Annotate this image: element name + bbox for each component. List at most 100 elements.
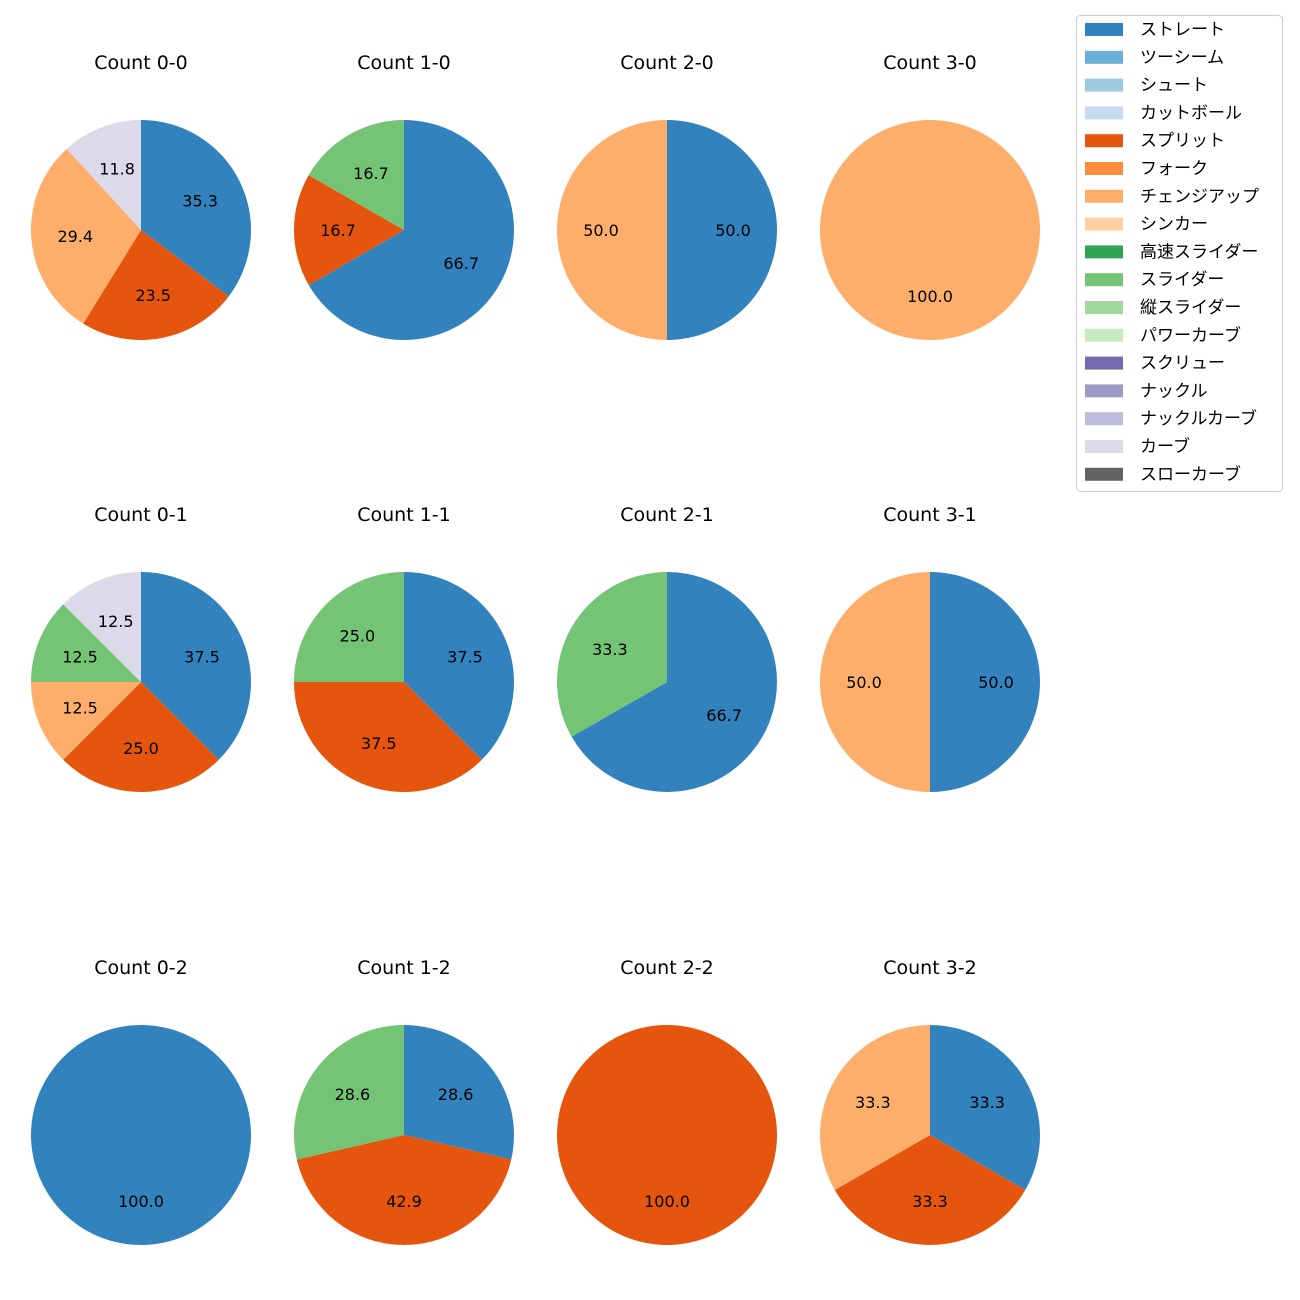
pie-percent-label: 16.7 [320, 221, 356, 240]
pie-percent-label: 33.3 [969, 1093, 1005, 1112]
legend-label: ツーシーム [1140, 48, 1224, 68]
pie-wedge [83, 230, 229, 341]
pie-percent-label: 100.0 [907, 287, 953, 306]
legend-label: シンカー [1140, 215, 1208, 235]
legend-item: 高速スライダー [1085, 242, 1258, 262]
legend-label: スライダー [1140, 270, 1224, 290]
legend-item: 縦スライダー [1085, 298, 1241, 318]
pie-percent-label: 12.5 [62, 648, 98, 667]
pie-percent-label: 50.0 [978, 673, 1014, 692]
pie-title: Count 2-2 [620, 957, 714, 979]
legend-swatch [1085, 23, 1123, 36]
legend-label: ストレート [1140, 20, 1225, 40]
pie-percent-label: 16.7 [353, 164, 389, 183]
pie-wedge [571, 572, 777, 792]
pie-count-3-0: Count 3-0 100.0 [820, 52, 1040, 340]
pie-wedge [30, 148, 141, 324]
pie-percent-label: 66.7 [443, 254, 479, 273]
pie-wedge [141, 572, 251, 760]
pie-percent-label: 28.6 [438, 1085, 474, 1104]
legend-swatch [1085, 106, 1123, 120]
legend-swatch [1085, 384, 1123, 398]
pie-wedge [930, 1025, 1040, 1190]
legend-label: スローカーブ [1140, 464, 1241, 485]
legend-swatch [1085, 273, 1123, 287]
pie-wedge [66, 120, 141, 230]
legend-label: カットボール [1140, 103, 1242, 123]
pie-wedge [404, 572, 514, 760]
legend-item: シュート [1085, 76, 1208, 96]
pie-percent-label: 37.5 [361, 734, 397, 753]
legend-frame [1076, 15, 1283, 492]
pie-count-0-1: Count 0-137.525.012.512.512.5 [31, 504, 251, 792]
pie-title: Count 1-2 [357, 957, 451, 979]
pie-percent-label: 100.0 [118, 1192, 164, 1211]
pie-percent-label: 28.6 [335, 1085, 371, 1104]
pie-wedge [557, 1025, 777, 1245]
pie-wedge [293, 175, 404, 286]
pie-title: Count 2-1 [620, 504, 714, 526]
pie-percent-label: 33.3 [855, 1093, 891, 1112]
legend-label: フォーク [1140, 159, 1208, 179]
pie-wedge [667, 120, 777, 340]
legend-swatch [1085, 328, 1123, 342]
pie-count-1-2: Count 1-2 28.6 42.9 28.6 [294, 957, 514, 1245]
legend-item: スクリュー [1085, 354, 1225, 374]
legend-item: スプリット [1085, 131, 1225, 151]
legend-item: ナックルカーブ [1085, 408, 1257, 429]
pie-count-3-2: Count 3-2 33.3 33.3 33.3 [820, 957, 1040, 1245]
pie-wedge [31, 682, 141, 760]
pie-wedge [556, 572, 667, 737]
pie-wedge [834, 1135, 1026, 1245]
pie-title: Count 1-1 [357, 504, 451, 526]
legend-swatch [1085, 245, 1123, 259]
pie-percent-label: 12.5 [98, 612, 134, 631]
pie-wedge [820, 1025, 930, 1190]
legend-swatch [1085, 440, 1123, 453]
pie-title: Count 3-2 [883, 957, 977, 979]
legend-swatch [1085, 217, 1123, 231]
pie-wedge [820, 572, 930, 792]
pie-wedge [930, 572, 1040, 792]
pie-wedge [31, 1025, 251, 1245]
pie-count-0-2: Count 0-2 100.0 [31, 957, 251, 1245]
legend: ストレートツーシームシュートカットボールスプリットフォークチェンジアップシンカー… [1076, 15, 1283, 492]
pie-percent-label: 50.0 [715, 221, 751, 240]
legend-label: シュート [1140, 76, 1208, 96]
legend-item: ツーシーム [1085, 48, 1224, 68]
legend-item: スライダー [1085, 270, 1224, 290]
pie-percent-label: 33.3 [592, 640, 628, 659]
legend-swatch [1085, 134, 1123, 148]
pie-percent-label: 66.7 [706, 706, 742, 725]
pie-wedge [63, 682, 219, 792]
pie-wedge [31, 604, 141, 682]
legend-label: チェンジアップ [1140, 187, 1259, 207]
pie-count-2-1: Count 2-1 66.7 33.3 [556, 504, 777, 792]
pie-wedge [141, 119, 252, 297]
pie-title: Count 2-0 [620, 52, 714, 74]
pie-count-2-2: Count 2-2 100.0 [557, 957, 777, 1245]
pie-percent-label: 25.0 [123, 739, 159, 758]
legend-swatch [1085, 162, 1123, 175]
legend-item: パワーカーブ [1085, 325, 1241, 346]
legend-item: スローカーブ [1085, 464, 1241, 485]
pie-percent-label: 12.5 [62, 698, 98, 717]
pie-wedge [404, 1025, 514, 1160]
pie-title: Count 0-1 [94, 504, 188, 526]
pie-percent-label: 50.0 [846, 673, 882, 692]
pie-count-2-0: Count 2-0 50.0 50.0 [557, 52, 777, 340]
pie-percent-label: 35.3 [182, 192, 218, 211]
pie-count-3-1: Count 3-1 50.0 50.0 [820, 504, 1040, 792]
pie-percent-label: 50.0 [583, 221, 619, 240]
pie-percent-label: 11.8 [99, 159, 135, 178]
legend-label: パワーカーブ [1140, 325, 1241, 346]
legend-swatch [1085, 50, 1123, 64]
pie-percent-label: 100.0 [644, 1192, 690, 1211]
legend-label: スプリット [1140, 131, 1225, 151]
pie-percent-label: 25.0 [340, 626, 376, 645]
pie-title: Count 0-0 [94, 52, 188, 74]
legend-swatch [1085, 78, 1123, 92]
legend-label: 高速スライダー [1140, 242, 1258, 262]
pie-percent-label: 42.9 [386, 1192, 422, 1211]
